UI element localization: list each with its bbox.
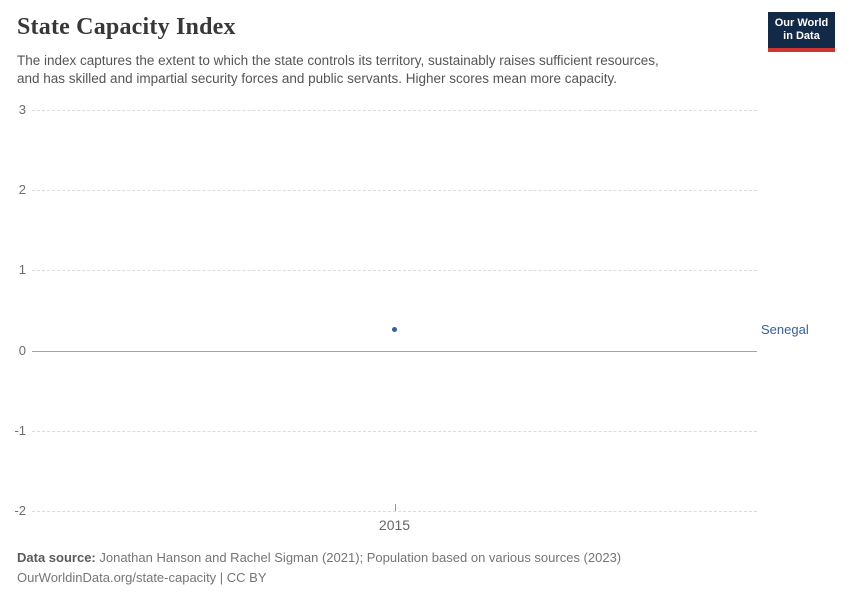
owid-logo-line-2: in Data — [783, 30, 820, 42]
data-source-text[interactable]: Jonathan Hanson and Rachel Sigman (2021)… — [95, 550, 622, 565]
subtitle-line-1: The index captures the extent to which t… — [17, 53, 659, 68]
gridline-y-3 — [32, 110, 757, 111]
x-tick-mark — [394, 504, 396, 511]
owid-logo: Our World in Data — [768, 12, 835, 52]
gridline-y--2 — [32, 511, 757, 512]
x-tick-label: 2015 — [378, 517, 411, 533]
gridline-y-2 — [32, 190, 757, 192]
y-tick-label-2: 2 — [18, 182, 26, 198]
license-line[interactable]: OurWorldinData.org/state-capacity | CC B… — [17, 570, 267, 585]
page-title: State Capacity Index — [17, 14, 236, 40]
data-point-senegal[interactable] — [392, 327, 397, 333]
zero-axis-line — [32, 350, 757, 352]
gridline-y--1 — [32, 430, 757, 432]
entity-label-senegal[interactable]: Senegal — [761, 321, 809, 337]
y-tick-label--2: -2 — [14, 503, 26, 518]
gridline-y-1 — [32, 270, 757, 272]
y-tick-label-3: 3 — [18, 102, 26, 117]
subtitle-line-2: and has skilled and impartial security f… — [17, 71, 618, 86]
chart-subtitle: The index captures the extent to which t… — [17, 52, 659, 88]
data-source-label: Data source: — [17, 550, 96, 565]
owid-logo-line-1: Our World — [774, 17, 829, 29]
y-tick-label-1: 1 — [18, 262, 26, 278]
y-tick-label-0: 0 — [18, 342, 26, 358]
chart-footer: Data source: Jonathan Hanson and Rachel … — [17, 548, 621, 588]
y-tick-label--1: -1 — [14, 422, 26, 438]
data-source-line: Data source: Jonathan Hanson and Rachel … — [17, 548, 621, 568]
